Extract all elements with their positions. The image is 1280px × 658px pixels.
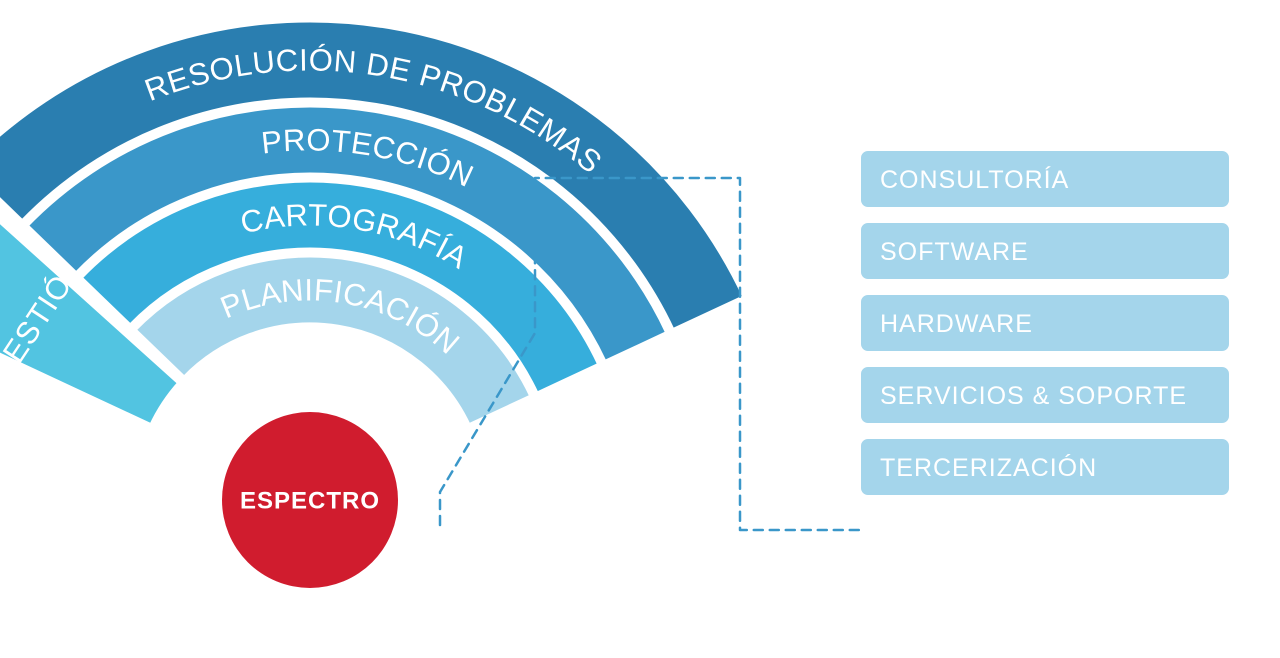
list-item-label: HARDWARE xyxy=(880,310,1033,338)
list-item-label: SOFTWARE xyxy=(880,238,1029,266)
list-item-label: TERCERIZACIÓN xyxy=(880,453,1097,482)
espectro-diagram: GESTIÓNRESOLUCIÓN DE PROBLEMASPROTECCIÓN… xyxy=(0,0,1280,658)
fan-chart: GESTIÓNRESOLUCIÓN DE PROBLEMASPROTECCIÓN… xyxy=(0,20,745,588)
center-label: ESPECTRO xyxy=(240,488,380,515)
list-item-label: CONSULTORÍA xyxy=(880,165,1069,194)
list-item-label: SERVICIOS & SOPORTE xyxy=(880,382,1187,410)
service-list: CONSULTORÍA SOFTWARE HARDWARE SERVICIOS & S… xyxy=(860,150,1230,496)
